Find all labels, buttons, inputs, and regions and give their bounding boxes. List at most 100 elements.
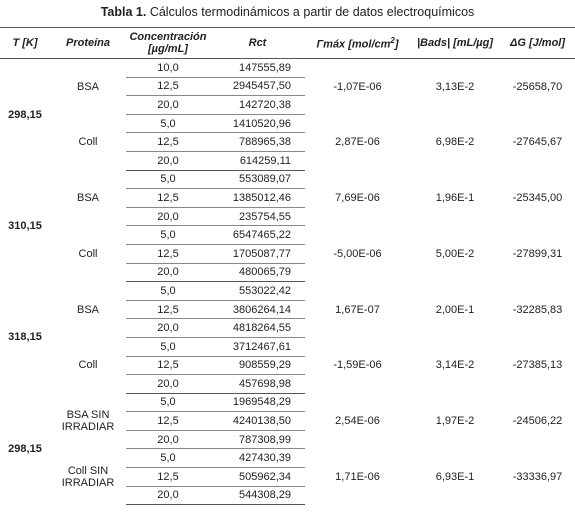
- table-row: 12,5 2945457,50: [0, 77, 575, 97]
- table-row: Coll 5,0 1410520,96 2,87E-06 6,98E-2 -27645,6…: [0, 114, 575, 148]
- bads: 6,93E-1: [435, 470, 475, 483]
- table-body: 298,15 BSA 10,0 147555,89 -1,07E-06 3,13E-2 -2…: [0, 58, 575, 506]
- bads: 2,00E-1: [435, 303, 475, 316]
- column-header: Γmáx [mol/cm2]: [305, 27, 410, 59]
- rct: 788965,38: [210, 132, 305, 152]
- protein: Coll SIN IRRADIAR: [61, 464, 115, 489]
- concentration: 5,0: [126, 337, 210, 357]
- rct: 1410520,96: [210, 114, 305, 134]
- bads: 6,98E-2: [435, 136, 475, 149]
- rct: 1969548,29: [210, 393, 305, 413]
- rct: 1705087,77: [210, 244, 305, 264]
- table-row: 12,5 4240138,50: [0, 411, 575, 431]
- header-text: ]: [394, 38, 399, 51]
- rct: 142720,38: [210, 95, 305, 115]
- concentration: 5,0: [126, 170, 210, 190]
- table-row: 20,0 4818264,55: [0, 318, 575, 338]
- protein: Coll: [78, 247, 98, 260]
- concentration: 10,0: [126, 58, 210, 78]
- table-row: 20,0 544308,29: [0, 486, 575, 506]
- rct: 908559,29: [210, 356, 305, 376]
- bads: 5,00E-2: [435, 247, 475, 260]
- rct: 6547465,22: [210, 225, 305, 245]
- concentration: 20,0: [126, 207, 210, 227]
- concentration: 5,0: [126, 114, 210, 134]
- table-row: 20,0 235754,55: [0, 207, 575, 227]
- table-row: 12,5 908559,29: [0, 356, 575, 376]
- header-row: T [K] Proteína Concentración [µg/mL] Rct Γmá…: [0, 27, 575, 59]
- column-header: |Bads| [mL/µg]: [410, 27, 500, 59]
- table-title: Tabla 1. Cálculos termodinámicos a parti…: [0, 0, 575, 27]
- concentration: 5,0: [126, 225, 210, 245]
- rct: 544308,29: [210, 486, 305, 506]
- title-text: Cálculos termodinámicos a partir de dato…: [149, 5, 475, 19]
- concentration: 12,5: [126, 300, 210, 320]
- table-row: 20,0 787308,99: [0, 430, 575, 450]
- table-row: Coll 5,0 3712467,61 -1,59E-06 3,14E-2 -27385,…: [0, 337, 575, 371]
- column-header: T [K]: [0, 27, 50, 59]
- data-table: T [K] Proteína Concentración [µg/mL] Rct Γmá…: [0, 27, 575, 506]
- dg: -27645,67: [512, 136, 563, 149]
- column-header: Proteína: [50, 27, 126, 59]
- table-row: 12,5 1705087,77: [0, 244, 575, 264]
- gamma: 1,67E-07: [335, 303, 380, 316]
- gamma: 1,71E-06: [335, 470, 380, 483]
- concentration: 12,5: [126, 188, 210, 208]
- concentration: 5,0: [126, 393, 210, 413]
- table-row: Coll 5,0 6547465,22 -5,00E-06 5,00E-2 -27899,…: [0, 225, 575, 260]
- rct: 3712467,61: [210, 337, 305, 357]
- dg: -24506,22: [512, 415, 563, 428]
- rct: 147555,89: [210, 58, 305, 78]
- table-row: 298,15 BSA 10,0 147555,89 -1,07E-06 3,13E-2 -2…: [0, 58, 575, 121]
- protein: BSA: [76, 303, 99, 316]
- rct: 787308,99: [210, 430, 305, 450]
- rct: 235754,55: [210, 207, 305, 227]
- concentration: 20,0: [126, 430, 210, 450]
- table-row: 318,15 BSA 5,0 553022,42 1,67E-07 2,00E-1 -322…: [0, 281, 575, 343]
- temperature: 310,15: [8, 219, 42, 232]
- rct: 4240138,50: [210, 411, 305, 431]
- concentration: 20,0: [126, 95, 210, 115]
- protein: Coll: [78, 359, 98, 372]
- column-header: ΔG [J/mol]: [500, 27, 575, 59]
- concentration: 20,0: [126, 374, 210, 394]
- rct: 457698,98: [210, 374, 305, 394]
- rct: 505962,34: [210, 467, 305, 487]
- table-row: Coll SIN IRRADIAR 5,0 427430,39 1,71E-06 6,9…: [0, 448, 575, 489]
- rct: 553022,42: [210, 281, 305, 301]
- rct: 480065,79: [210, 263, 305, 283]
- header-text: Γmáx [mol/cm: [316, 38, 391, 51]
- rct: 2945457,50: [210, 77, 305, 97]
- concentration: 12,5: [126, 244, 210, 264]
- protein: BSA: [76, 191, 99, 204]
- column-header: Concentración [µg/mL]: [126, 27, 210, 59]
- table-row: 12,5 3806264,14: [0, 300, 575, 320]
- gamma: -5,00E-06: [333, 247, 382, 260]
- dg: -32285,83: [512, 303, 563, 316]
- concentration: 12,5: [126, 411, 210, 431]
- rct: 427430,39: [210, 448, 305, 469]
- rct: 1385012,46: [210, 188, 305, 208]
- dg: -27899,31: [512, 247, 563, 260]
- concentration: 20,0: [126, 151, 210, 171]
- protein: Coll: [78, 136, 98, 149]
- concentration: 20,0: [126, 486, 210, 506]
- table-row: 20,0 480065,79: [0, 263, 575, 283]
- temperature: 298,15: [8, 442, 42, 455]
- rct: 614259,11: [210, 151, 305, 171]
- bads: 3,13E-2: [435, 80, 475, 93]
- dg: -25658,70: [512, 80, 563, 93]
- gamma: -1,59E-06: [333, 359, 382, 372]
- table-row: 20,0 142720,38: [0, 95, 575, 115]
- dg: -27385,13: [512, 359, 563, 372]
- concentration: 5,0: [126, 448, 210, 469]
- bads: 3,14E-2: [435, 359, 475, 372]
- rct: 3806264,14: [210, 300, 305, 320]
- table-row: 298,15 BSA SIN IRRADIAR 5,0 1969548,29 2,54E…: [0, 393, 575, 455]
- concentration: 12,5: [126, 77, 210, 97]
- table-row: 12,5 505962,34: [0, 467, 575, 487]
- gamma: -1,07E-06: [333, 80, 382, 93]
- temperature: 298,15: [8, 108, 42, 121]
- gamma: 2,54E-06: [335, 415, 380, 428]
- protein: BSA SIN IRRADIAR: [61, 409, 115, 434]
